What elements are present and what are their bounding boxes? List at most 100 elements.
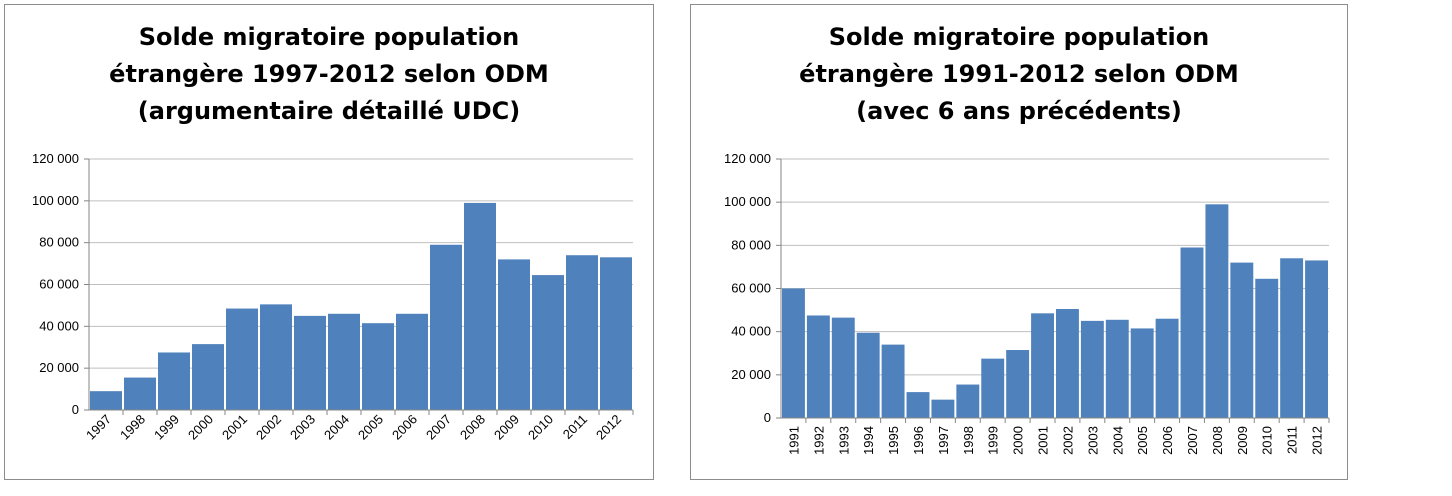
y-tick-label: 120 000 [724,151,771,166]
y-tick-label: 0 [72,402,79,417]
bar [430,244,462,410]
x-tick-label: 1993 [836,426,851,455]
bar [294,315,326,410]
chart-title-line: (avec 6 ans précédents) [856,97,1182,125]
chart-title: Solde migratoire population étrangère 19… [5,19,653,130]
bar [1155,318,1179,418]
x-tick-label: 2008 [457,412,488,443]
bar [362,323,394,410]
bar [1056,309,1079,418]
y-tick-label: 40 000 [731,324,771,339]
y-tick-label: 20 000 [39,360,79,375]
x-tick-label: 2003 [1085,426,1100,455]
bar [328,313,360,410]
bar [956,384,980,418]
y-tick-label: 80 000 [39,235,79,250]
bar [192,344,224,410]
y-tick-label: 60 000 [39,277,79,292]
x-tick-label: 1997 [83,412,114,443]
x-tick-label: 2004 [321,412,352,443]
x-tick-label: 2001 [219,412,250,443]
bar [1305,260,1328,418]
x-tick-label: 2011 [1285,426,1300,454]
x-tick-label: 2008 [1210,426,1225,455]
bar-chart-plot: 0 20 000 40 000 60 000 80 000 100 000 120 000 1… [32,151,634,443]
x-tick-label: 2011 [560,412,590,442]
y-tick-label: 40 000 [39,318,79,333]
bar [124,377,156,410]
x-tick-label: 2002 [253,412,284,443]
x-tick-label: 2002 [1060,426,1075,455]
chart-title-line: Solde migratoire population [138,23,520,51]
bar [906,392,930,418]
bar [931,399,955,418]
y-tick-label: 0 [764,410,771,425]
x-tick-label: 2006 [389,412,420,443]
x-tick-label: 2006 [1160,426,1175,455]
x-tick-label: 1999 [986,426,1001,455]
bar [881,344,905,418]
x-tick-label: 2000 [1011,426,1026,455]
bar [856,332,880,418]
bar [831,317,855,418]
bar [566,255,598,410]
y-tick-label: 100 000 [724,194,771,209]
x-tick-label: 1991 [786,426,801,455]
x-tick-label: 1992 [811,426,826,455]
x-tick-label: 1998 [961,426,976,455]
x-tick-label: 2012 [593,412,624,443]
chart-title-line: étrangère 1991-2012 selon ODM [799,60,1239,88]
x-tick-label: 2012 [1310,426,1325,455]
x-tick-label: 1994 [861,426,876,455]
chart-panel-1997-2012: Solde migratoire population étrangère 19… [4,4,654,480]
x-tick-label: 2004 [1110,426,1125,455]
chart-panel-1991-2012: Solde migratoire population étrangère 19… [690,4,1348,480]
bar [1280,258,1304,418]
bar [1180,247,1204,418]
x-tick-label: 2007 [423,412,454,443]
bar [158,352,190,410]
bar [1031,313,1054,418]
y-tick-label: 20 000 [731,367,771,382]
x-tick-label: 1995 [886,426,901,455]
bar [464,202,496,410]
bar [532,275,564,410]
bar [260,304,292,410]
bar [806,315,830,418]
y-tick-label: 80 000 [731,237,771,252]
bar [600,257,632,410]
bar [396,313,428,410]
x-tick-label: 2009 [491,412,522,443]
bar [1255,278,1279,418]
bar [90,391,122,410]
x-tick-label: 2005 [1135,426,1150,455]
x-tick-label: 2009 [1235,426,1250,455]
x-tick-label: 2005 [355,412,386,443]
x-tick-label: 1997 [936,426,951,455]
chart-title-line: étrangère 1997-2012 selon ODM [109,60,549,88]
bar [226,308,258,410]
y-tick-label: 120 000 [32,151,79,166]
chart-title: Solde migratoire population étrangère 19… [691,19,1347,130]
y-tick-label: 100 000 [32,193,79,208]
bar [782,288,805,418]
x-tick-label: 2001 [1036,426,1051,455]
bar [498,259,530,410]
bar [1130,328,1154,418]
bar [1205,204,1229,418]
y-tick-label: 60 000 [731,281,771,296]
x-tick-label: 1996 [911,426,926,455]
bar [1230,262,1254,418]
x-tick-label: 2000 [185,412,216,443]
x-tick-label: 2010 [525,412,556,443]
x-tick-label: 2010 [1260,426,1275,455]
bar-chart-plot: 0 20 000 40 000 60 000 80 000 100 000 120 000 1… [724,151,1330,455]
bar [1006,350,1030,418]
x-tick-label: 1998 [117,412,148,443]
bar [981,358,1005,418]
x-tick-label: 1999 [151,412,182,443]
chart-title-line: Solde migratoire population [828,23,1210,51]
x-tick-label: 2007 [1185,426,1200,455]
x-tick-label: 2003 [287,412,318,443]
chart-title-line: (argumentaire détaillé UDC) [137,97,521,125]
